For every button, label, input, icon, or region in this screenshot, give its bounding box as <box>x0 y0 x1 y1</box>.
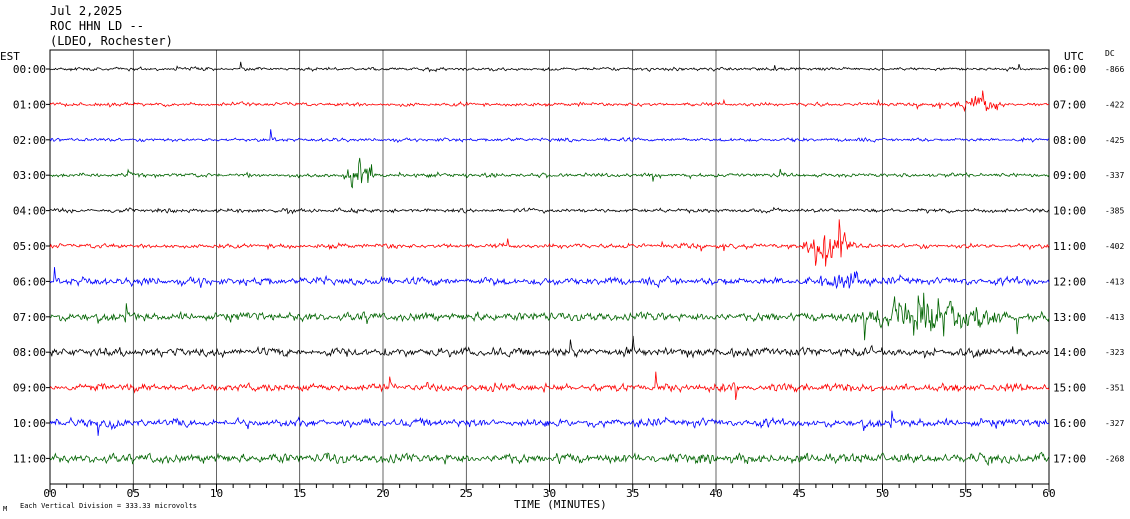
utc-label: 15:00 <box>1053 382 1086 395</box>
x-tick-label: 40 <box>709 487 722 500</box>
header-network: (LDEO, Rochester) <box>50 34 173 48</box>
left-timezone-label: EST <box>0 50 20 63</box>
trace-1000 <box>49 410 1050 436</box>
trace-0100 <box>49 90 1050 113</box>
trace-1100 <box>49 451 1050 467</box>
trace-0400 <box>49 206 1050 215</box>
x-tick-label: 05 <box>127 487 140 500</box>
x-tick-label: 55 <box>959 487 972 500</box>
row-labels: 00:00 06:00 -866 01:00 07:00 -422 02:00 08:00 -4… <box>13 63 1125 465</box>
x-tick-label: 25 <box>460 487 473 500</box>
trace-0000 <box>49 61 1050 73</box>
trace-0700 <box>49 292 1050 341</box>
dc-value: -866 <box>1105 65 1124 74</box>
x-tick-label: 35 <box>626 487 639 500</box>
dc-value: -385 <box>1105 207 1124 216</box>
x-axis: 00 05 10 15 20 25 30 35 40 45 50 55 60 <box>43 484 1056 500</box>
est-label: 08:00 <box>13 346 46 359</box>
dc-value: -323 <box>1105 348 1124 357</box>
x-tick-label: 50 <box>876 487 889 500</box>
utc-label: 07:00 <box>1053 98 1086 111</box>
x-tick-label: 30 <box>543 487 556 500</box>
utc-label: 09:00 <box>1053 169 1086 182</box>
x-tick-label: 60 <box>1042 487 1055 500</box>
utc-label: 10:00 <box>1053 205 1086 218</box>
dc-value: -402 <box>1105 242 1124 251</box>
utc-label: 13:00 <box>1053 311 1086 324</box>
right-timezone-label: UTC <box>1064 50 1084 63</box>
trace-0200 <box>49 129 1050 143</box>
utc-label: 17:00 <box>1053 452 1086 465</box>
utc-label: 12:00 <box>1053 275 1086 288</box>
utc-label: 08:00 <box>1053 134 1086 147</box>
dc-value: -327 <box>1105 419 1124 428</box>
est-label: 01:00 <box>13 98 46 111</box>
utc-label: 06:00 <box>1053 63 1086 76</box>
x-tick-label: 15 <box>293 487 306 500</box>
dc-value: -337 <box>1105 171 1124 180</box>
dc-value: -351 <box>1105 384 1124 393</box>
utc-label: 16:00 <box>1053 417 1086 430</box>
est-label: 11:00 <box>13 452 46 465</box>
dc-value: -422 <box>1105 100 1124 109</box>
grid <box>49 49 1050 485</box>
dc-value: -425 <box>1105 136 1124 145</box>
x-tick-label: 10 <box>210 487 223 500</box>
utc-label: 11:00 <box>1053 240 1086 253</box>
est-label: 06:00 <box>13 275 46 288</box>
est-label: 03:00 <box>13 169 46 182</box>
utc-label: 14:00 <box>1053 346 1086 359</box>
est-label: 05:00 <box>13 240 46 253</box>
dc-value: -413 <box>1105 313 1124 322</box>
corner-mark: M <box>3 505 7 513</box>
x-tick-label: 20 <box>376 487 389 500</box>
trace-0500 <box>49 219 1050 267</box>
est-label: 09:00 <box>13 382 46 395</box>
trace-0900 <box>49 371 1050 401</box>
est-label: 07:00 <box>13 311 46 324</box>
dc-label: DC <box>1105 49 1115 58</box>
x-tick-label: 45 <box>793 487 806 500</box>
header-station: ROC HHN LD -- <box>50 19 144 33</box>
est-label: 00:00 <box>13 63 46 76</box>
est-label: 02:00 <box>13 134 46 147</box>
dc-value: -268 <box>1105 454 1124 463</box>
dc-value: -413 <box>1105 277 1124 286</box>
traces <box>49 61 1050 467</box>
est-label: 10:00 <box>13 417 46 430</box>
trace-0600 <box>49 267 1050 290</box>
header-date: Jul 2,2025 <box>50 4 123 18</box>
scale-note: Each Vertical Division = 333.33 microvol… <box>20 502 197 510</box>
est-label: 04:00 <box>13 205 46 218</box>
trace-0300 <box>49 157 1050 189</box>
trace-0800 <box>49 335 1050 359</box>
x-axis-title: TIME (MINUTES) <box>514 498 607 511</box>
x-tick-label: 00 <box>43 487 56 500</box>
